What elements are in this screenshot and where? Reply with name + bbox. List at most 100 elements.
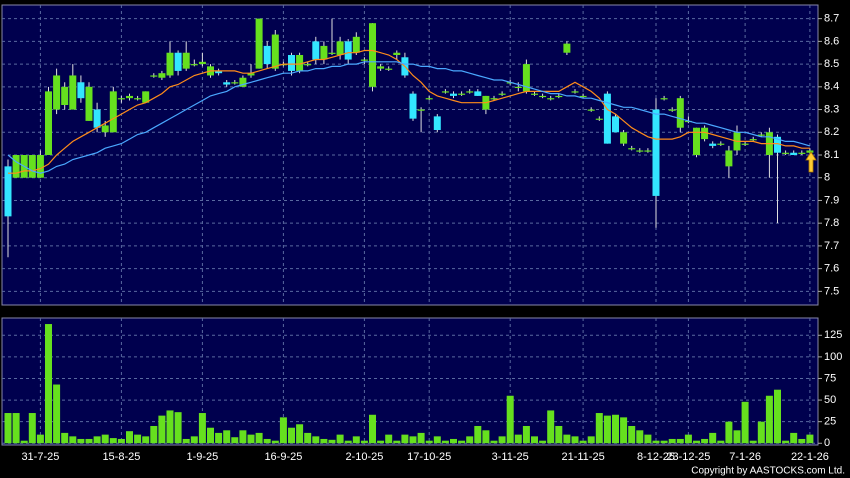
volume-bar <box>174 412 182 444</box>
volume-bar <box>733 430 741 444</box>
y-tick-label: 8.4 <box>824 81 839 93</box>
volume-bar <box>360 440 368 444</box>
volume-bar <box>328 439 336 444</box>
candle-body <box>539 95 547 98</box>
volume-bar <box>45 324 52 444</box>
candle-body <box>620 132 628 144</box>
candle-body <box>28 155 36 178</box>
volume-bar <box>142 436 150 444</box>
volume-bar <box>409 436 417 444</box>
candle-body <box>466 91 474 93</box>
volume-bar <box>652 440 660 444</box>
volume-bar <box>441 440 449 444</box>
candle-body <box>644 150 652 152</box>
volume-bar <box>684 434 692 444</box>
volume-bar <box>320 438 328 444</box>
candle-body <box>288 55 295 71</box>
candle-body <box>45 91 52 155</box>
candle-body <box>790 152 798 155</box>
candle-body <box>150 75 158 77</box>
candle-body <box>12 155 20 178</box>
volume-bar <box>701 438 709 444</box>
volume-bar <box>782 440 790 444</box>
candle-body <box>693 127 700 155</box>
y-tick-label: 8.3 <box>824 103 839 115</box>
volume-bar <box>506 395 514 444</box>
candle-body <box>4 166 12 217</box>
candle-body <box>69 75 77 110</box>
volume-bar <box>166 410 174 444</box>
candle-body <box>344 41 352 60</box>
volume-bar <box>109 438 117 444</box>
volume-bar <box>93 436 101 444</box>
x-tick-label: 7-1-26 <box>729 451 761 463</box>
candle-body <box>409 93 417 119</box>
candle-body <box>174 52 182 71</box>
candle-body <box>433 116 441 130</box>
candle-body <box>36 155 44 178</box>
candle-body <box>709 143 717 146</box>
x-tick-label: 21-11-25 <box>561 451 604 463</box>
candle-body <box>158 73 166 78</box>
volume-bar <box>765 395 773 444</box>
candle-body <box>417 109 425 111</box>
candle-body <box>53 75 61 110</box>
candle-body <box>223 82 231 85</box>
candle-body <box>458 93 466 95</box>
volume-bar <box>490 440 498 444</box>
volume-bar <box>263 438 271 444</box>
candle-body <box>336 41 344 55</box>
volume-bar <box>531 436 538 444</box>
x-tick-label: 2-10-25 <box>345 451 383 463</box>
volume-tick-label: 50 <box>824 394 836 406</box>
volume-bar <box>401 434 409 444</box>
volume-tick-label: 125 <box>824 329 842 341</box>
plot-layer: 7.5 7.6 7.7 7.8 7.9 8 8.1 8.2 8.3 8.4 8.5 8.6 8.7 0 25… <box>2 5 842 463</box>
candle-body <box>668 109 676 111</box>
volume-tick-label: 25 <box>824 416 836 428</box>
volume-bar <box>806 434 814 444</box>
candle-body <box>547 98 555 100</box>
candle-body <box>757 134 765 136</box>
volume-bar <box>563 434 571 444</box>
candle-body <box>514 86 522 89</box>
volume-bar <box>296 424 304 444</box>
candle-body <box>190 64 198 66</box>
candle-body <box>441 91 449 93</box>
candle-body <box>676 98 684 128</box>
volume-bar <box>126 431 133 444</box>
y-tick-label: 8.1 <box>824 149 839 161</box>
last-price-arrow <box>805 151 817 173</box>
volume-bar <box>644 434 652 444</box>
candle-body <box>117 98 125 100</box>
candle-body <box>312 41 320 60</box>
volume-bar <box>20 440 28 444</box>
volume-bar <box>717 440 725 444</box>
volume-bar <box>85 438 93 444</box>
candle-body <box>571 91 579 93</box>
y-tick-label: 7.7 <box>824 240 839 252</box>
x-tick-label: 31-7-25 <box>21 451 59 463</box>
volume-bar <box>482 430 490 444</box>
volume-bar <box>304 432 312 444</box>
candle-body <box>296 55 304 71</box>
volume-bar <box>215 432 223 444</box>
volume-bar <box>757 421 765 444</box>
volume-bar <box>579 440 587 444</box>
volume-bar <box>101 434 109 444</box>
volume-bar <box>239 430 247 444</box>
volume-bar <box>223 430 231 444</box>
candle-body <box>352 36 360 53</box>
volume-bar <box>369 414 376 444</box>
candle-body <box>101 125 109 133</box>
volume-bar <box>150 425 158 444</box>
x-tick-label: 16-9-25 <box>264 451 302 463</box>
volume-bar <box>385 434 393 444</box>
y-tick-label: 7.8 <box>824 217 839 229</box>
volume-bar <box>393 440 401 444</box>
volume-tick-label: 0 <box>824 437 830 449</box>
volume-bar <box>182 438 190 444</box>
volume-bar <box>134 434 142 444</box>
volume-bar <box>474 425 482 444</box>
volume-bar <box>774 389 781 444</box>
